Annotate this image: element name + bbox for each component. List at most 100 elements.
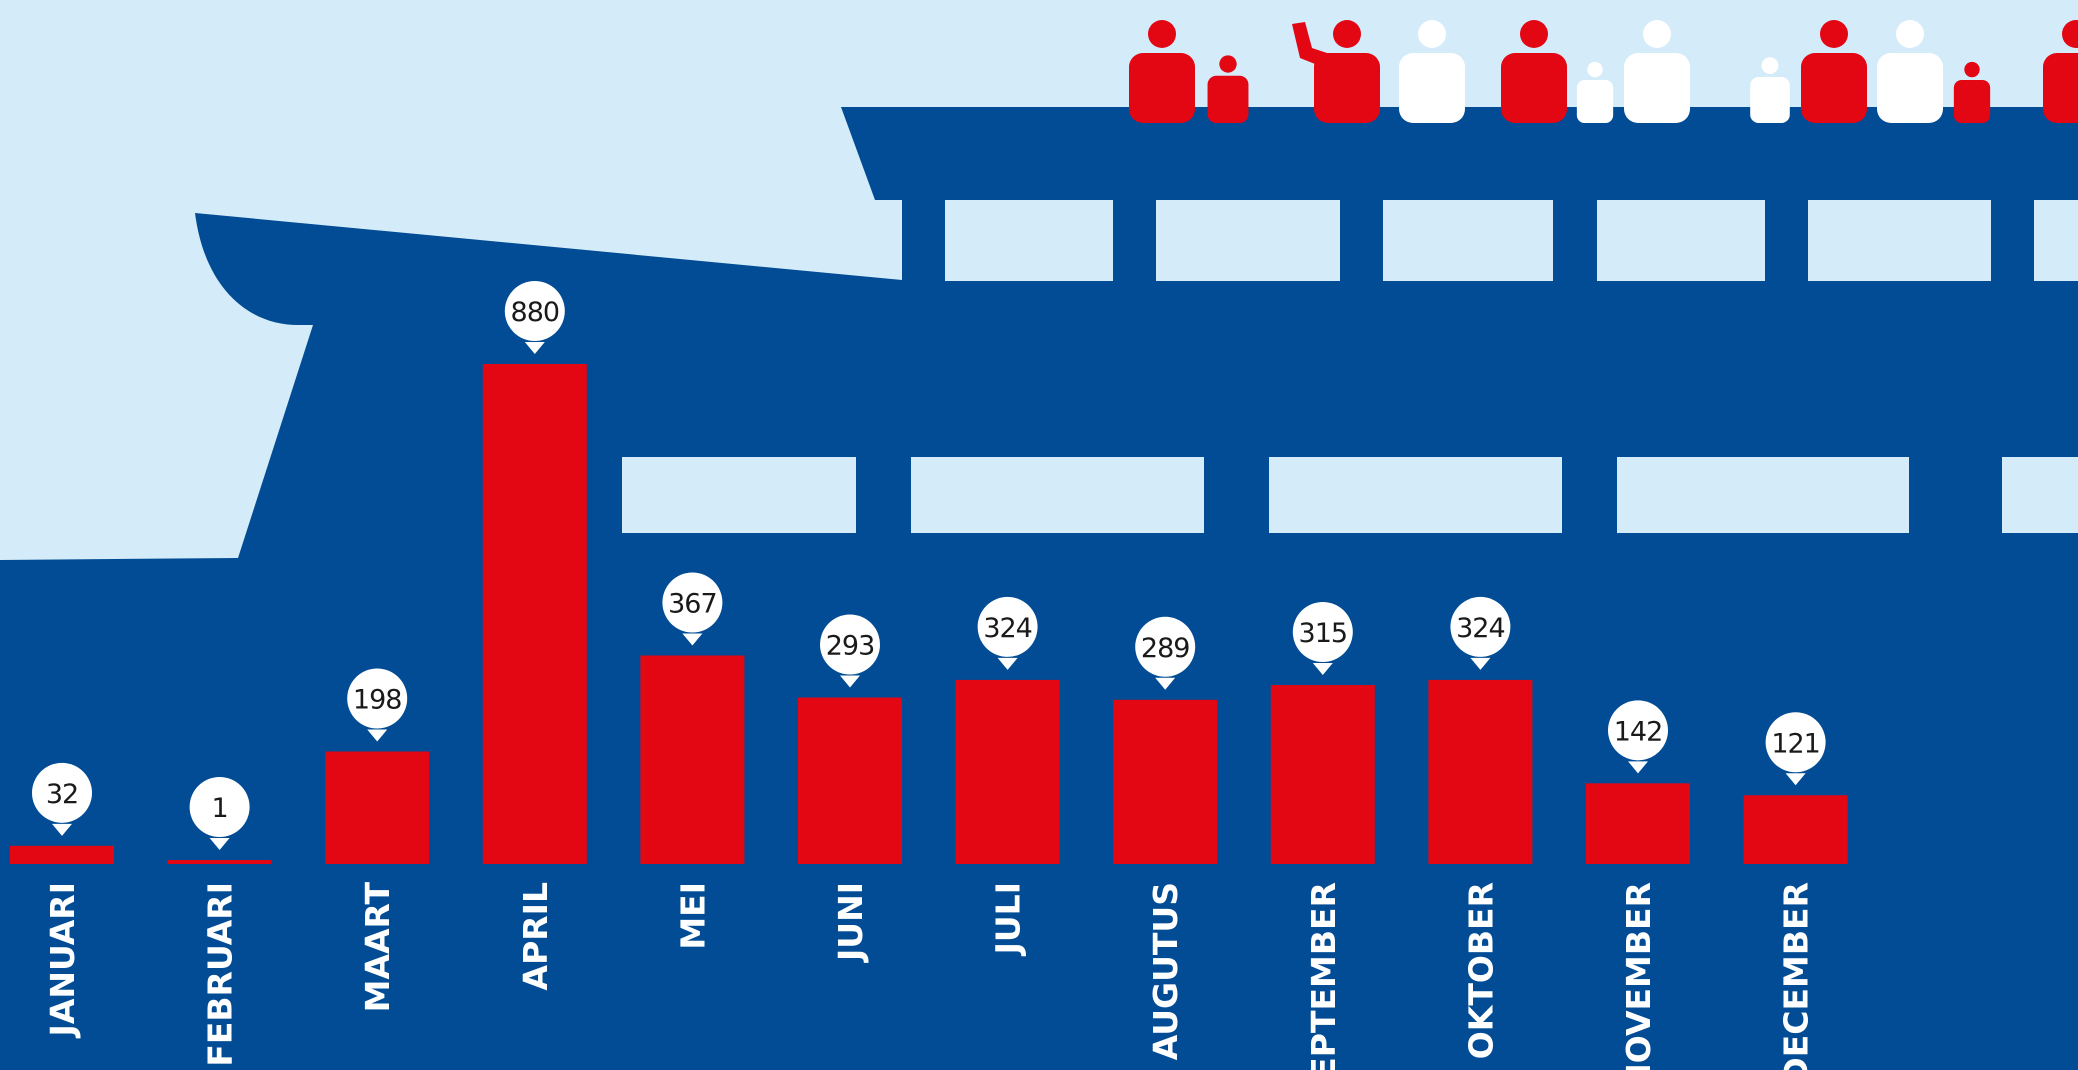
passenger-head [1148, 20, 1176, 48]
passenger-icon [1207, 55, 1249, 123]
value-bubble-circle [1450, 596, 1511, 657]
value-bubble-circle [32, 762, 92, 823]
window [1383, 200, 1553, 281]
value-bubble-pointer [524, 342, 545, 354]
passenger-body [1207, 75, 1249, 123]
passenger-body [1129, 53, 1195, 123]
bar-maart [325, 751, 430, 864]
passenger-body [1576, 80, 1614, 123]
value-bubble-pointer [840, 675, 860, 688]
value-bubble: 289 [1135, 616, 1196, 690]
value-bubble-pointer [1155, 677, 1176, 690]
bar-november [1586, 783, 1690, 864]
month-label-november: NOVEMBER [1619, 882, 1658, 1070]
month-label-oktober: OKTOBER [1461, 882, 1500, 1059]
passenger-head [2062, 20, 2078, 48]
value-bubble: 1 [189, 777, 250, 850]
value-bubble-circle [1765, 712, 1826, 773]
value-bubble: 324 [977, 596, 1038, 670]
passenger-icon [1750, 57, 1790, 123]
value-label: 198 [353, 685, 402, 716]
passenger-body [1399, 53, 1465, 123]
passenger-body [1314, 53, 1380, 123]
value-bubble: 324 [1450, 596, 1511, 670]
value-bubble-circle [504, 281, 565, 341]
passenger-icon [1129, 20, 1195, 123]
window [2034, 200, 2078, 281]
bar-december [1743, 795, 1848, 864]
window [1617, 457, 1909, 533]
month-label-mei: MEI [673, 882, 712, 950]
passenger-icon [1801, 20, 1867, 123]
month-label-september: SEPTEMBER [1304, 882, 1343, 1070]
month-label-januari: JANUARI [43, 882, 82, 1038]
bar-september [1270, 685, 1375, 864]
value-bubble-pointer [52, 823, 72, 836]
bar-april [482, 364, 587, 864]
month-label-februari: FEBRUARI [201, 882, 240, 1067]
passenger-body [1953, 80, 1991, 123]
value-label: 880 [511, 297, 560, 328]
window [622, 457, 856, 533]
passenger-icon [1624, 20, 1690, 123]
passenger-head [1761, 57, 1779, 74]
value-bubble-circle [662, 572, 723, 633]
bar-augutus [1113, 699, 1218, 864]
bars-group [10, 364, 1848, 864]
value-bubble-circle [347, 668, 408, 729]
passenger-icon [1953, 61, 1991, 123]
passenger-icon [1314, 20, 1380, 123]
passenger-head [1587, 61, 1603, 78]
value-bubble-circle [1135, 616, 1196, 677]
passenger-body [1624, 53, 1690, 123]
bar-juli [955, 679, 1060, 864]
value-label: 315 [1299, 618, 1348, 649]
value-bubble-pointer [1312, 663, 1333, 676]
passenger-head [1418, 20, 1446, 48]
window [2002, 457, 2078, 533]
value-bubble: 293 [820, 614, 880, 688]
passengers-group [1129, 20, 2078, 123]
month-label-juli: JULI [989, 882, 1028, 956]
passenger-body [1877, 53, 1943, 123]
window [911, 457, 1204, 533]
month-label-augutus: AUGUTUS [1146, 882, 1185, 1060]
value-bubble-pointer [1785, 773, 1806, 786]
value-bubble: 142 [1608, 700, 1668, 774]
window [945, 200, 1113, 281]
passenger-head [1520, 20, 1548, 48]
value-bubble-pointer [1628, 761, 1648, 774]
passenger-head [1333, 20, 1361, 48]
bar-februari [167, 860, 272, 864]
value-bubble: 880 [504, 281, 565, 354]
passenger-body [2043, 53, 2078, 123]
value-bubble: 198 [347, 668, 408, 742]
value-label: 367 [668, 588, 717, 619]
month-labels-group: JANUARI FEBRUARI MAART APRIL MEI JUNI JULI AUGU… [43, 882, 1816, 1070]
value-label: 1 [212, 793, 228, 824]
passenger-body [1501, 53, 1567, 123]
value-bubble-pointer [1470, 657, 1491, 670]
value-bubble: 367 [662, 572, 723, 646]
value-bubble-pointer [367, 729, 388, 742]
value-bubble-circle [820, 614, 880, 675]
waving-arm [1292, 22, 1336, 70]
value-label: 32 [46, 779, 78, 810]
passenger-body [1750, 77, 1790, 123]
passenger-icon [2043, 20, 2078, 123]
value-label: 324 [983, 613, 1032, 644]
window [1597, 200, 1765, 281]
upper-deck-windows [945, 200, 2078, 281]
passenger-head [1896, 20, 1924, 48]
value-label: 289 [1141, 633, 1190, 664]
value-bubble-circle [189, 777, 250, 837]
value-bubble-circle [977, 596, 1038, 657]
value-label: 142 [1614, 716, 1663, 747]
passenger-icon [1877, 20, 1943, 123]
passenger-head [1964, 61, 1980, 78]
passenger-icon [1399, 20, 1465, 123]
value-bubble: 315 [1292, 602, 1353, 676]
month-label-maart: MAART [358, 882, 397, 1013]
lower-deck-windows [622, 457, 2078, 533]
